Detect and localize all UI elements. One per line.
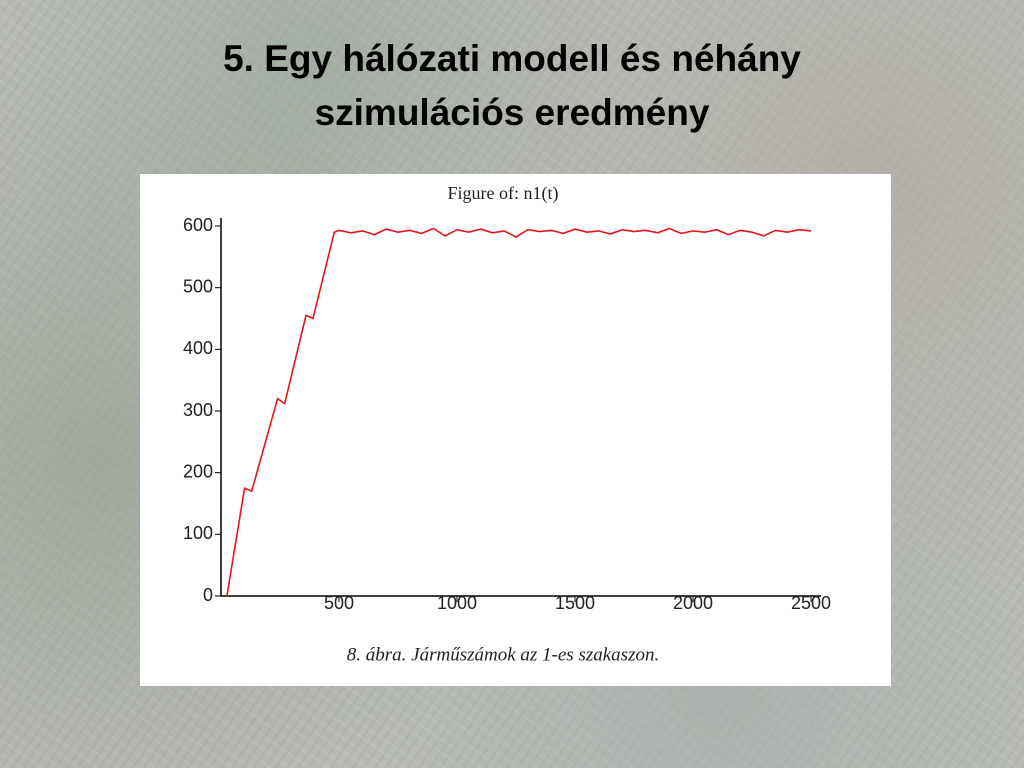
slide-title: szimulációs eredmény	[314, 92, 710, 133]
x-tick-label: 2000	[673, 593, 713, 613]
x-tick-label: 2500	[791, 593, 831, 613]
x-tick-label: 1000	[437, 593, 477, 613]
caption: 8. ábra. Járműszámok az 1-es szakaszon.	[347, 644, 659, 665]
chart-title: Figure of: n1(t)	[448, 183, 559, 204]
chart: Figure of: n1(t) 8. ábra. Járműszámok az…	[183, 183, 831, 665]
figure-panel: Figure of: n1(t) 8. ábra. Járműszámok az…	[140, 174, 891, 686]
y-tick-label: 0	[203, 585, 213, 605]
slide-title: 5. Egy hálózati modell és néhány	[223, 38, 801, 79]
data-line	[226, 227, 812, 597]
y-tick-label: 200	[183, 461, 213, 481]
x-tick-label: 1500	[555, 593, 595, 613]
y-tick-label: 500	[183, 276, 213, 296]
y-tick-label: 300	[183, 400, 213, 420]
x-tick-label: 500	[324, 593, 354, 613]
y-tick-label: 100	[183, 523, 213, 543]
y-tick-label: 400	[183, 338, 213, 358]
y-tick-label: 600	[183, 215, 213, 235]
